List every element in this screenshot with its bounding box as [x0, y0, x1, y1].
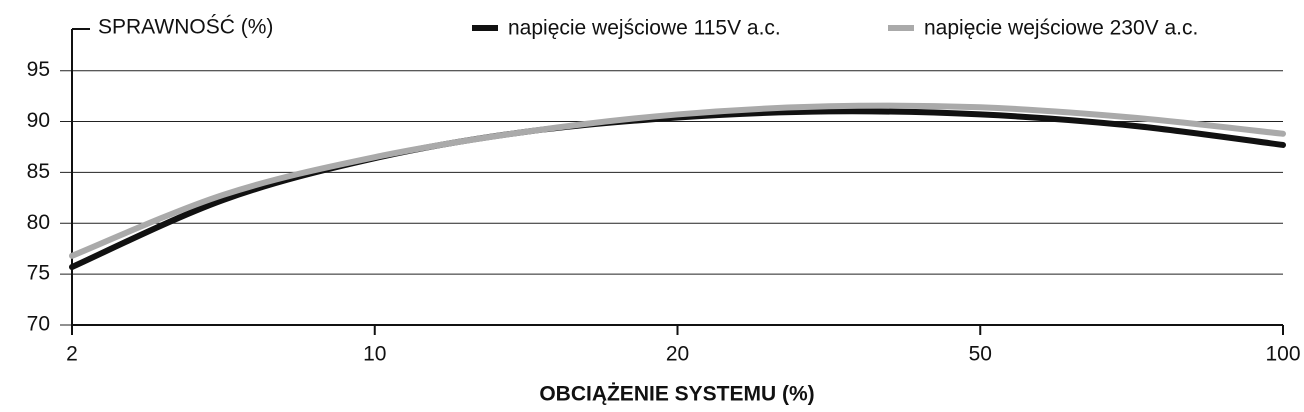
series-line — [69, 102, 1286, 259]
legend-label: napięcie wejściowe 230V a.c. — [924, 17, 1198, 40]
y-tick-label: 70 — [27, 313, 50, 336]
chart-title: SPRAWNOŚĆ (%) — [98, 15, 273, 39]
y-tick-label: 90 — [27, 109, 50, 132]
y-tick-label: 80 — [27, 211, 50, 234]
y-tick-label: 95 — [27, 58, 50, 81]
y-tick-label: 85 — [27, 160, 50, 183]
x-axis-title: OBCIĄŻENIE SYSTEMU (%) — [539, 383, 814, 406]
legend-label: napięcie wejściowe 115V a.c. — [508, 17, 781, 40]
y-tick-label: 75 — [27, 262, 50, 285]
x-tick-label: 100 — [1265, 343, 1300, 366]
x-tick-label: 50 — [969, 343, 992, 366]
series-line — [69, 108, 1286, 271]
x-tick-label: 20 — [666, 343, 689, 366]
x-tick-label: 10 — [363, 343, 386, 366]
x-tick-label: 2 — [66, 343, 78, 366]
